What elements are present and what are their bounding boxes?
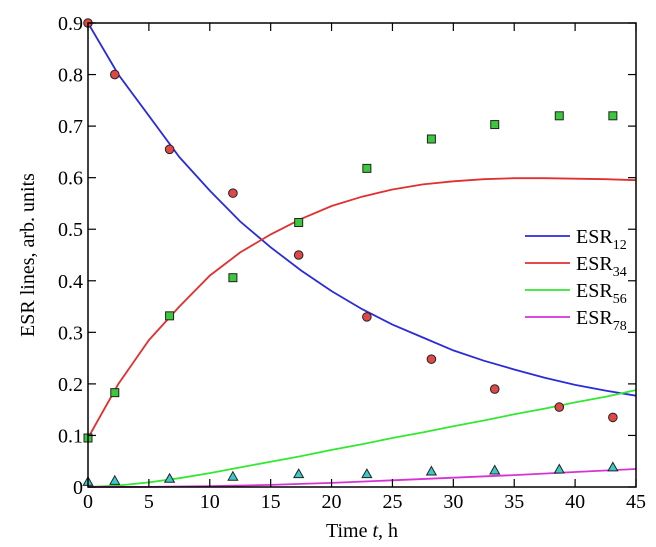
x-axis-title-prefix: Time (326, 520, 373, 542)
data-point-square (490, 120, 500, 130)
legend-label-subscript: 56 (613, 292, 627, 307)
y-tick-label: 0.5 (58, 219, 83, 241)
data-point-square (165, 311, 175, 321)
data-point-triangle (293, 468, 305, 479)
x-tick-label: 45 (626, 491, 646, 513)
x-tick-label: 20 (322, 491, 342, 513)
y-tick-label: 0.4 (58, 271, 83, 293)
legend-label-base: ESR (576, 280, 613, 302)
data-point-triangle (361, 468, 373, 479)
data-point-triangle (163, 472, 176, 483)
data-point-triangle (109, 474, 121, 485)
data-point-circle (109, 69, 120, 80)
series-curves (87, 22, 637, 488)
legend-label-base: ESR (576, 253, 613, 275)
x-axis-title: Time t, h (326, 520, 398, 542)
data-point-triangle (425, 465, 438, 476)
data-point-circle (426, 354, 437, 364)
data-point-triangle (227, 470, 239, 481)
x-axis-title-variable: t (372, 520, 378, 542)
x-tick-label: 5 (144, 491, 154, 513)
y-tick-label: 0.7 (58, 116, 83, 138)
data-point-triangle (553, 463, 565, 474)
data-point-square (554, 111, 564, 121)
tick-labels: 0 5 10 15 20 25 30 35 40 45 0 0.1 0.2 0.3 0.4 0.5 0.6 0.7… (58, 13, 646, 513)
y-tick-label: 0.1 (58, 425, 83, 447)
legend-label-subscript: 78 (613, 319, 627, 334)
series-line-34 (87, 177, 637, 439)
x-tick-label: 40 (565, 491, 585, 513)
legend-label-subscript: 12 (613, 238, 627, 253)
data-point-square (228, 273, 238, 283)
data-point-square (608, 111, 618, 121)
y-axis-title: ESR lines, arb. units (17, 173, 39, 337)
legend-label-base: ESR (576, 226, 613, 248)
data-point-square (110, 388, 120, 398)
series-line-56 (87, 389, 637, 488)
data-point-circle (362, 312, 372, 322)
x-tick-label: 15 (261, 491, 281, 513)
data-point-circle (554, 402, 565, 412)
legend-label-base: ESR (576, 307, 613, 329)
data-point-square (362, 163, 372, 173)
x-tick-label: 10 (200, 491, 220, 513)
y-tick-label: 0.9 (58, 13, 83, 35)
series-markers (82, 18, 619, 486)
x-tick-label: 25 (382, 491, 402, 513)
legend-label-12: ESR12 (576, 226, 627, 253)
x-axis-title-unit: , h (378, 520, 398, 542)
data-point-triangle (607, 461, 619, 472)
data-point-circle (489, 384, 500, 394)
x-tick-label: 35 (504, 491, 524, 513)
data-point-circle (164, 144, 175, 155)
y-tick-label: 0.2 (58, 374, 83, 396)
x-tick-label: 30 (443, 491, 463, 513)
legend-label-subscript: 34 (613, 265, 627, 280)
data-point-square (294, 218, 304, 228)
data-point-circle (608, 412, 618, 423)
axis-ticks (87, 22, 637, 488)
y-tick-label: 0 (73, 477, 83, 499)
data-point-circle (293, 250, 304, 260)
y-tick-label: 0.3 (58, 322, 83, 344)
legend-label-34: ESR34 (576, 253, 627, 280)
data-point-square (426, 134, 436, 144)
y-tick-label: 0.8 (58, 65, 83, 87)
series-line-12 (87, 22, 637, 397)
plot-frame (87, 22, 637, 488)
data-point-triangle (489, 464, 501, 475)
legend-label-78: ESR78 (576, 307, 627, 334)
y-tick-label: 0.6 (58, 168, 83, 190)
data-point-circle (228, 188, 238, 198)
legend-label-56: ESR56 (576, 280, 627, 307)
x-tick-label: 0 (83, 491, 93, 513)
